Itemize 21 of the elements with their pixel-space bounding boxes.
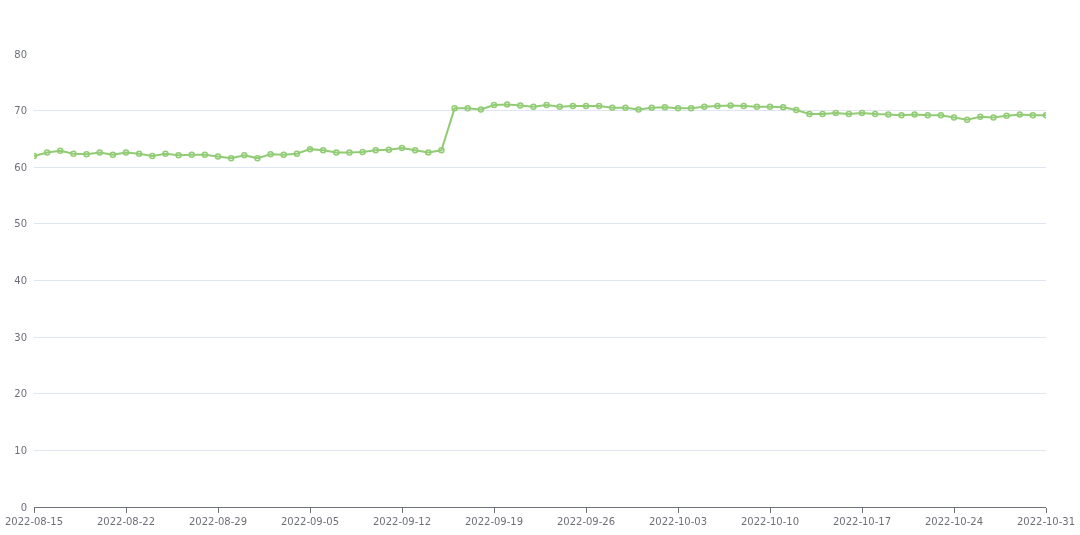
y-tick-label: 30 <box>14 331 27 343</box>
y-tick-label: 20 <box>14 388 27 400</box>
y-tick-label: 70 <box>14 105 27 117</box>
x-tick-label: 2022-10-31 <box>1016 516 1076 527</box>
x-tick-label: 2022-08-22 <box>96 516 156 527</box>
x-tick-label: 2022-08-29 <box>188 516 248 527</box>
y-tick-label: 40 <box>14 275 27 286</box>
x-tick-label: 2022-10-03 <box>648 516 708 527</box>
x-tick-label: 2022-08-15 <box>4 516 64 527</box>
y-tick-label: 80 <box>14 48 27 60</box>
y-tick-label: 10 <box>14 444 27 456</box>
x-tick-label: 2022-10-17 <box>832 516 892 527</box>
y-tick-label: 0 <box>20 501 27 513</box>
x-tick-label: 2022-09-05 <box>280 516 340 527</box>
x-tick-label: 2022-09-26 <box>556 516 616 527</box>
x-tick-label: 2022-09-19 <box>464 516 524 527</box>
y-tick-label: 60 <box>14 161 27 173</box>
x-tick-label: 2022-09-12 <box>372 516 432 527</box>
y-tick-label: 50 <box>14 218 27 230</box>
x-tick-label: 2022-10-10 <box>740 516 800 527</box>
x-tick-label: 2022-10-24 <box>924 516 984 527</box>
